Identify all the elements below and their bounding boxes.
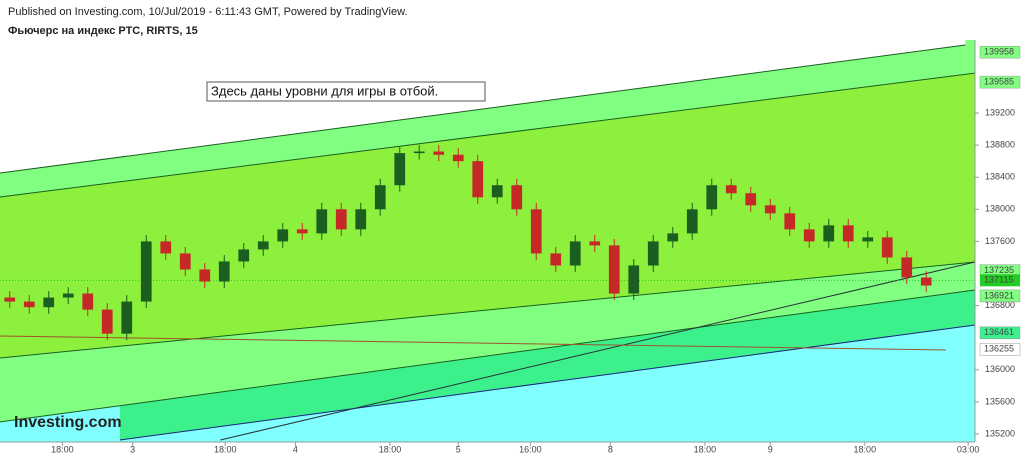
candle-body (628, 265, 640, 294)
candle-body (62, 293, 74, 298)
price-label-box (979, 289, 1021, 303)
candle-body (23, 301, 35, 308)
candle-body (335, 209, 347, 230)
price-label-box (979, 326, 1021, 340)
candle-body (43, 297, 55, 308)
price-label: 139958 (984, 47, 1014, 57)
x-tick-label: 03:00 (957, 444, 980, 454)
candle-body (881, 237, 893, 258)
candle-body (920, 277, 932, 286)
trend-line (0, 289, 975, 423)
y-tick-label: 136000 (985, 364, 1015, 374)
price-label-box (979, 45, 1021, 59)
x-tick-label: 8 (608, 444, 613, 454)
x-tick-label: 4 (293, 444, 298, 454)
candle-body (491, 185, 503, 198)
annotation-box (206, 81, 486, 102)
candle-body (394, 153, 406, 186)
candle-body (589, 241, 601, 246)
candle-body (511, 185, 523, 210)
trend-line (220, 261, 975, 441)
trend-line (0, 335, 946, 351)
x-tick-label: 5 (456, 444, 461, 454)
candle-body (901, 257, 913, 278)
trend-line (0, 72, 975, 198)
candle-body (257, 241, 269, 250)
x-tick-label: 18:00 (379, 444, 402, 454)
x-tick-label: 18:00 (51, 444, 74, 454)
x-tick-label: 18:00 (854, 444, 877, 454)
y-tick-label: 135600 (985, 396, 1015, 406)
price-label: 136255 (984, 344, 1014, 354)
channel-fill (0, 40, 966, 442)
last-price-label: 137115 (984, 275, 1013, 285)
price-label-box (979, 75, 1021, 89)
candle-body (218, 261, 230, 282)
candle-body (550, 253, 562, 266)
trend-line (119, 324, 975, 441)
candle-body (842, 225, 854, 242)
plot-area (0, 40, 975, 442)
candle-body (433, 151, 445, 155)
candle-body (784, 213, 796, 230)
annotation: Здесь даны уровни для игры в отбой. (211, 83, 438, 98)
trend-line (0, 44, 966, 174)
price-label: 136921 (984, 290, 1014, 300)
candle-body (355, 209, 367, 230)
last-price-box (980, 274, 1020, 287)
candle-body (706, 185, 718, 210)
candle-body (530, 209, 542, 254)
published-note: Published on Investing.com, 10/Jul/2019 … (8, 6, 408, 18)
price-label: 136461 (984, 327, 1014, 337)
candle-body (452, 154, 464, 162)
candle-body (238, 249, 250, 262)
y-tick-label: 138400 (985, 172, 1015, 182)
candle-body (745, 193, 757, 206)
candle-body (569, 241, 581, 266)
candle-body (179, 253, 191, 270)
candle-body (862, 237, 874, 242)
candle-body (160, 241, 172, 254)
candle-body (686, 209, 698, 234)
candle-body (647, 241, 659, 266)
candle-body (803, 229, 815, 242)
x-tick-label: 18:00 (694, 444, 717, 454)
symbol-title: Фьючерс на индекс РТС, RIRTS, 15 (8, 25, 198, 37)
y-tick-label: 138800 (985, 139, 1015, 149)
candle-body (764, 205, 776, 214)
candle-body (374, 185, 386, 210)
candle-body (823, 225, 835, 242)
candle-body (316, 209, 328, 234)
candle-body (140, 241, 152, 302)
x-tick-label: 18:00 (214, 444, 237, 454)
trend-line (0, 261, 975, 359)
logo: Investing.com (14, 414, 122, 431)
x-tick-label: 16:00 (519, 444, 542, 454)
candle-body (472, 161, 484, 198)
candle-body (277, 229, 289, 242)
candle-body (667, 233, 679, 242)
price-label: 137235 (984, 265, 1014, 275)
y-tick-label: 136800 (985, 300, 1015, 310)
y-tick-label: 138000 (985, 204, 1015, 214)
candle-body (608, 245, 620, 294)
candle-body (121, 301, 133, 334)
x-tick-label: 3 (130, 444, 135, 454)
candle-body (4, 297, 16, 302)
y-tick-label: 139200 (985, 107, 1015, 117)
x-tick-label: 9 (768, 444, 773, 454)
candle-body (413, 151, 425, 154)
candle-body (296, 229, 308, 234)
candle-body (199, 269, 211, 282)
candle-body (82, 293, 94, 310)
candle-body (725, 185, 737, 194)
price-label-box (979, 343, 1021, 356)
y-tick-label: 137600 (985, 236, 1015, 246)
candle-body (101, 309, 113, 334)
price-label: 139585 (984, 77, 1014, 87)
y-tick-label: 135200 (985, 428, 1015, 438)
